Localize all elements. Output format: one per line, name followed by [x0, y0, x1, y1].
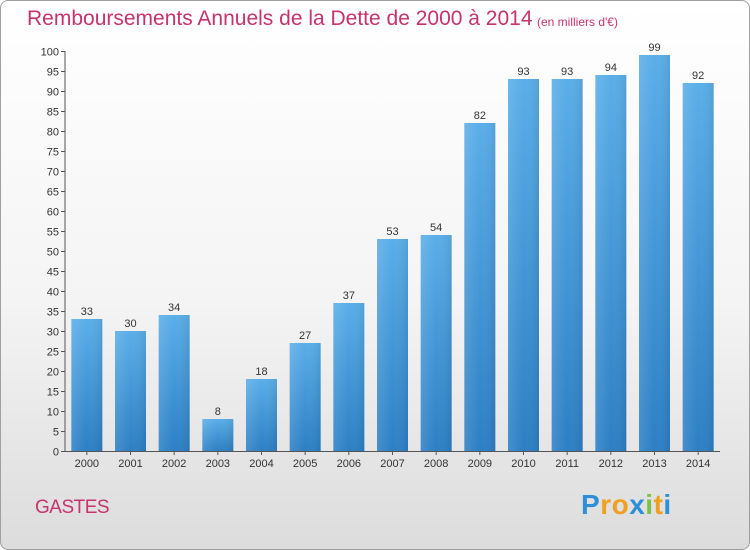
chart-title: Remboursements Annuels de la Dette de 20…	[27, 7, 533, 30]
logo-letter-o: o	[611, 489, 630, 520]
y-tick-label: 75	[47, 147, 59, 159]
y-tick-label: 85	[47, 107, 59, 119]
logo-letter-r: r	[600, 489, 612, 520]
bar-shade-2012	[595, 75, 627, 451]
x-tick-label: 2012	[599, 458, 623, 470]
y-tick-label: 40	[47, 287, 59, 299]
x-tick-label: 2009	[468, 458, 492, 470]
x-tick-label: 2004	[249, 458, 273, 470]
bar-value-label: 93	[517, 66, 529, 78]
x-tick-label: 2008	[424, 458, 448, 470]
x-tick-label: 2010	[511, 458, 535, 470]
bar-shade-2008	[420, 235, 452, 451]
y-tick-label: 5	[53, 427, 59, 439]
x-tick-label: 2002	[162, 458, 186, 470]
bar-value-label: 8	[215, 406, 221, 418]
bar-value-label: 37	[343, 290, 355, 302]
bar-shade-2007	[377, 239, 408, 451]
bar-shade-2006	[333, 303, 365, 451]
logo-letter-p: P	[581, 489, 601, 520]
bar-value-label: 27	[299, 330, 311, 342]
y-tick-label: 65	[47, 187, 59, 199]
bar-shade-2002	[158, 315, 190, 451]
bar-value-label: 33	[81, 306, 93, 318]
y-tick-label: 90	[47, 87, 59, 99]
y-tick-label: 55	[47, 227, 59, 239]
bar-shade-2005	[289, 343, 321, 451]
x-tick-label: 2003	[206, 458, 230, 470]
x-tick-label: 2001	[118, 458, 142, 470]
x-tick-label: 2014	[686, 458, 710, 470]
bar-value-label: 53	[386, 226, 398, 238]
y-tick-label: 60	[47, 207, 59, 219]
y-tick-label: 10	[47, 407, 59, 419]
bar-shade-2013	[639, 55, 670, 451]
y-tick-label: 0	[53, 447, 59, 459]
x-tick-label: 2005	[293, 458, 317, 470]
logo-letter-i2: i	[663, 489, 672, 520]
bar-shade-2004	[246, 379, 277, 451]
logo-letter-i: i	[645, 489, 654, 520]
y-tick-label: 30	[47, 327, 59, 339]
x-tick-label: 2007	[380, 458, 404, 470]
y-tick-label: 70	[47, 167, 59, 179]
commune-name: GASTES	[35, 497, 110, 518]
bar-value-label: 34	[168, 302, 180, 314]
x-tick-label: 2013	[642, 458, 666, 470]
logo-letter-x: x	[629, 489, 646, 520]
bar-shade-2009	[464, 123, 496, 451]
bar-value-label: 30	[124, 318, 136, 330]
bar-shade-2011	[551, 79, 583, 451]
bar-shade-2014	[682, 83, 714, 451]
y-tick-label: 15	[47, 387, 59, 399]
y-tick-label: 50	[47, 247, 59, 259]
bar-value-label: 54	[430, 222, 442, 234]
x-tick-label: 2011	[555, 458, 579, 470]
bar-value-label: 94	[605, 62, 617, 74]
logo-letter-t: t	[653, 489, 664, 520]
bar-value-label: 82	[474, 110, 486, 122]
y-tick-label: 25	[47, 347, 59, 359]
bar-shade-2003	[202, 419, 234, 451]
y-tick-label: 20	[47, 367, 59, 379]
y-tick-label: 95	[47, 67, 59, 79]
bar-value-label: 18	[255, 366, 267, 378]
y-tick-label: 45	[47, 267, 59, 279]
proxiti-logo: Proxiti	[581, 489, 672, 521]
y-tick-label: 80	[47, 127, 59, 139]
bar-shade-2001	[115, 331, 146, 451]
bar-shade-2000	[71, 319, 103, 451]
x-tick-label: 2000	[75, 458, 99, 470]
y-tick-label: 100	[41, 47, 59, 59]
x-tick-label: 2006	[337, 458, 361, 470]
bar-shade-2010	[508, 79, 539, 451]
bar-value-label: 93	[561, 66, 573, 78]
bar-value-label: 99	[648, 42, 660, 54]
bar-value-label: 92	[692, 70, 704, 82]
y-tick-label: 35	[47, 307, 59, 319]
chart-subtitle: (en milliers d'€)	[537, 15, 618, 29]
